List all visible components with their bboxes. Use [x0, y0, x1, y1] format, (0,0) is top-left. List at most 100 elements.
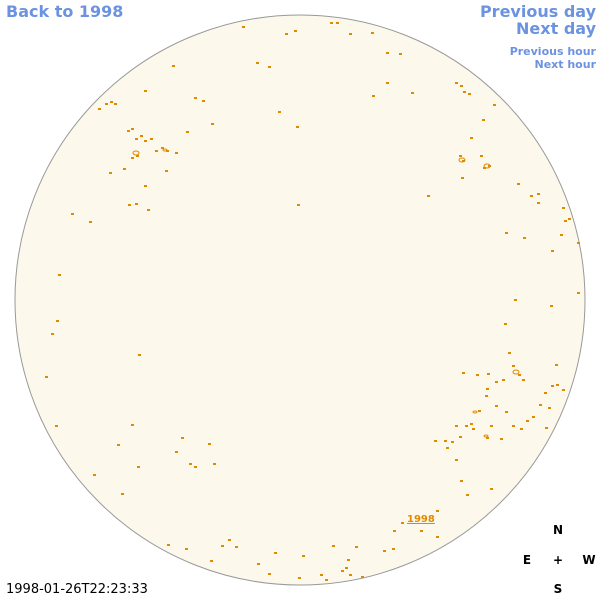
feature-marker: [175, 451, 178, 453]
back-to-year-link[interactable]: Back to 1998: [6, 2, 124, 21]
feature-marker: [135, 138, 138, 140]
compass-north: N: [552, 523, 564, 537]
feature-marker: [294, 30, 297, 32]
feature-marker: [228, 539, 231, 541]
feature-marker: [401, 522, 404, 524]
previous-hour-link[interactable]: Previous hour: [509, 45, 596, 58]
feature-marker: [463, 91, 466, 93]
feature-marker: [455, 82, 458, 84]
feature-contour: [132, 150, 140, 156]
feature-contour: [512, 369, 520, 375]
feature-marker: [109, 172, 112, 174]
compass-west: W: [582, 553, 596, 567]
feature-marker: [530, 195, 533, 197]
feature-marker: [172, 65, 175, 67]
feature-marker: [257, 563, 260, 565]
feature-marker: [564, 220, 567, 222]
feature-marker: [523, 237, 526, 239]
feature-marker: [505, 411, 508, 413]
feature-marker: [459, 155, 462, 157]
feature-marker: [537, 202, 540, 204]
previous-day-link[interactable]: Previous day: [479, 2, 596, 21]
feature-marker: [175, 152, 178, 154]
feature-marker: [256, 62, 259, 64]
feature-marker: [551, 250, 554, 252]
feature-marker: [51, 333, 54, 335]
feature-marker: [194, 466, 197, 468]
feature-marker: [268, 573, 271, 575]
feature-marker: [121, 493, 124, 495]
feature-contour: [458, 157, 466, 163]
feature-marker: [297, 204, 300, 206]
feature-markers: [45, 22, 580, 581]
feature-marker: [386, 82, 389, 84]
feature-marker: [517, 183, 520, 185]
feature-marker: [208, 443, 211, 445]
next-day-link[interactable]: Next day: [516, 19, 596, 38]
feature-marker: [165, 170, 168, 172]
feature-marker: [55, 425, 58, 427]
feature-marker: [202, 100, 205, 102]
feature-marker: [345, 567, 348, 569]
feature-marker: [45, 376, 48, 378]
feature-marker: [514, 299, 517, 301]
feature-contour: [483, 163, 491, 169]
feature-marker: [221, 545, 224, 547]
feature-marker: [512, 365, 515, 367]
feature-marker: [500, 438, 503, 440]
feature-marker: [436, 510, 439, 512]
feature-marker: [110, 101, 113, 103]
feature-marker: [490, 425, 493, 427]
feature-marker: [136, 155, 139, 157]
feature-marker: [117, 444, 120, 446]
feature-marker: [483, 167, 486, 169]
feature-marker: [186, 131, 189, 133]
feature-marker: [485, 395, 488, 397]
next-hour-link[interactable]: Next hour: [534, 58, 597, 71]
feature-marker: [285, 33, 288, 35]
feature-marker: [361, 576, 364, 578]
feature-marker: [393, 530, 396, 532]
feature-marker: [462, 160, 465, 162]
feature-marker: [470, 137, 473, 139]
feature-marker: [487, 373, 490, 375]
feature-marker: [459, 436, 462, 438]
feature-marker: [56, 320, 59, 322]
feature-marker: [213, 463, 216, 465]
feature-marker: [427, 195, 430, 197]
feature-marker: [532, 416, 535, 418]
feature-marker: [161, 147, 164, 149]
feature-marker: [114, 103, 117, 105]
feature-marker: [470, 423, 473, 425]
feature-marker: [465, 425, 468, 427]
feature-marker: [274, 552, 277, 554]
feature-marker: [383, 550, 386, 552]
feature-marker: [320, 574, 323, 576]
feature-marker: [181, 437, 184, 439]
feature-marker: [150, 138, 153, 140]
feature-marker: [135, 203, 138, 205]
feature-marker: [568, 218, 571, 220]
feature-marker: [522, 379, 525, 381]
feature-marker: [211, 123, 214, 125]
compass-center: +: [552, 553, 564, 567]
feature-marker: [444, 440, 447, 442]
feature-marker: [486, 437, 489, 439]
feature-marker: [144, 185, 147, 187]
feature-marker: [548, 407, 551, 409]
feature-marker: [577, 242, 580, 244]
feature-marker: [140, 135, 143, 137]
feature-marker: [155, 150, 158, 152]
solar-disk: [14, 14, 586, 586]
feature-marker: [555, 364, 558, 366]
feature-marker: [93, 474, 96, 476]
feature-marker: [386, 52, 389, 54]
observation-timestamp: 1998-01-26T22:23:33: [6, 582, 148, 597]
feature-marker: [434, 440, 437, 442]
feature-marker: [482, 119, 485, 121]
feature-marker: [518, 374, 521, 376]
feature-marker: [502, 379, 505, 381]
feature-marker: [147, 209, 150, 211]
feature-marker: [144, 140, 147, 142]
year-label[interactable]: 1998: [407, 514, 435, 525]
